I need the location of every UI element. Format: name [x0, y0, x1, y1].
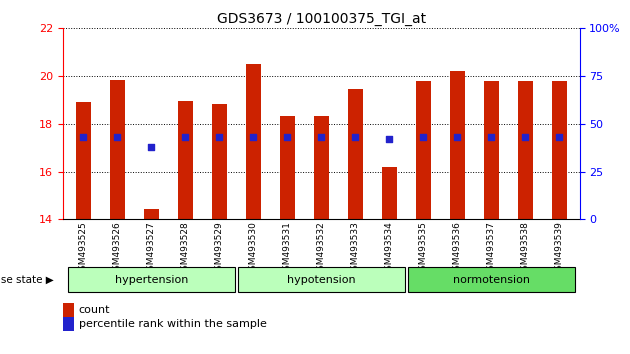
- Point: [384, 137, 394, 142]
- Bar: [348, 89, 363, 219]
- Text: normotension: normotension: [453, 275, 530, 285]
- Point: [350, 134, 360, 140]
- Point: [146, 144, 156, 149]
- Point: [486, 134, 496, 140]
- Point: [554, 134, 564, 140]
- Text: count: count: [79, 305, 110, 315]
- Bar: [450, 72, 465, 219]
- Text: hypertension: hypertension: [115, 275, 188, 285]
- Title: GDS3673 / 100100375_TGI_at: GDS3673 / 100100375_TGI_at: [217, 12, 426, 26]
- Point: [418, 134, 428, 140]
- Bar: [212, 104, 227, 219]
- Bar: [416, 81, 431, 219]
- Bar: [551, 81, 567, 219]
- Point: [248, 134, 258, 140]
- Text: disease state ▶: disease state ▶: [0, 275, 54, 285]
- Point: [520, 134, 530, 140]
- Text: percentile rank within the sample: percentile rank within the sample: [79, 319, 266, 329]
- Point: [180, 134, 190, 140]
- Bar: [178, 101, 193, 219]
- Point: [316, 134, 326, 140]
- Bar: [280, 115, 295, 219]
- Text: hypotension: hypotension: [287, 275, 355, 285]
- Bar: [314, 115, 329, 219]
- Bar: [382, 167, 397, 219]
- Point: [452, 134, 462, 140]
- Point: [282, 134, 292, 140]
- Point: [78, 134, 88, 140]
- Bar: [110, 80, 125, 219]
- Bar: [484, 81, 499, 219]
- Bar: [518, 81, 533, 219]
- Bar: [76, 102, 91, 219]
- Bar: [144, 209, 159, 219]
- Point: [112, 134, 122, 140]
- Bar: [246, 64, 261, 219]
- Point: [214, 134, 224, 140]
